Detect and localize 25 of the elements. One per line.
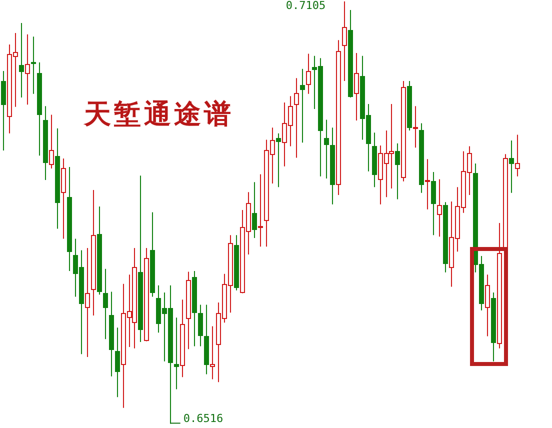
candlestick (144, 248, 149, 342)
candlestick (336, 40, 341, 196)
candlestick (485, 274, 490, 337)
candlestick (515, 134, 520, 177)
candlestick (306, 53, 311, 94)
candlestick (294, 78, 299, 158)
annotation: 0.7105 (286, 0, 326, 12)
candlestick (61, 158, 66, 240)
candlestick (25, 34, 30, 106)
candlestick (425, 158, 430, 210)
candlestick (497, 222, 502, 349)
annotation: 0.6516 (183, 412, 224, 426)
candlestick (180, 299, 185, 378)
candlestick (354, 52, 359, 121)
candlestick (186, 271, 191, 350)
text: 天堑通途谱 (84, 98, 234, 132)
candlestick (85, 248, 90, 358)
candlestick (91, 189, 96, 316)
candlestick (342, 0, 347, 82)
candlestick (49, 114, 54, 169)
candlestick (437, 178, 442, 238)
candlestick (210, 326, 215, 380)
candlestick (401, 80, 406, 182)
candlestick (413, 106, 418, 148)
candlestick (258, 174, 263, 248)
